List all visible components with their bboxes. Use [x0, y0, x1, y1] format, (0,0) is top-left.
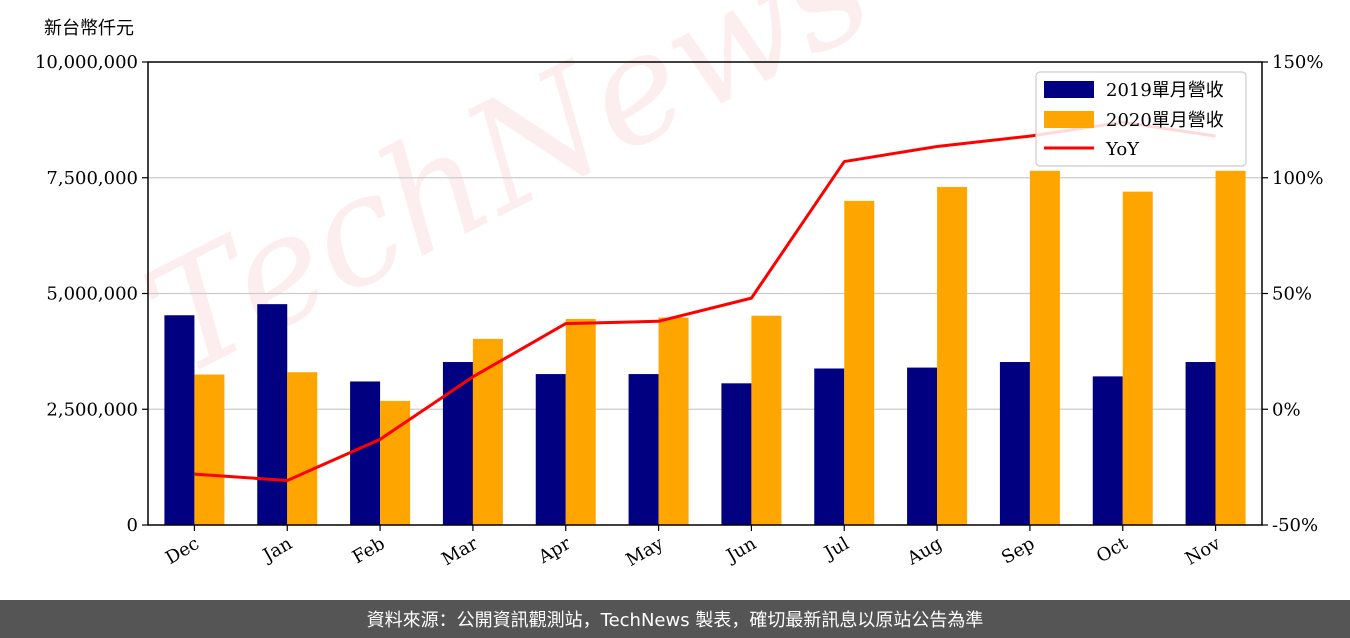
- bar-2020-oct: [1122, 191, 1153, 525]
- bar-2019-dec: [164, 315, 195, 525]
- bar-2019-aug: [907, 367, 938, 525]
- bar-2019-jun: [721, 383, 752, 525]
- bar-2020-nov: [1215, 170, 1246, 525]
- x-tick-label: Oct: [1093, 533, 1132, 568]
- right-y-ticks: -50% 0% 50% 100% 150%: [1262, 52, 1323, 536]
- y-unit-label: 新台幣仟元: [44, 18, 134, 39]
- y-tick-label: 10,000,000: [35, 52, 138, 73]
- x-tick-label: Aug: [903, 533, 946, 570]
- y-tick-label: 5,000,000: [46, 284, 138, 305]
- legend-label-2020: 2020單月營收: [1106, 110, 1224, 131]
- bar-2019-nov: [1185, 362, 1216, 525]
- source-footer: 資料來源：公開資訊觀測站，TechNews 製表，確切最新訊息以原站公告為準: [0, 600, 1350, 638]
- yoy-line: [194, 120, 1216, 483]
- y2-tick-label: 50%: [1272, 284, 1312, 305]
- bar-2019-feb: [350, 381, 381, 525]
- legend-swatch-2020: [1044, 111, 1094, 128]
- bar-2019-oct: [1092, 376, 1123, 525]
- source-text: 資料來源：公開資訊觀測站，TechNews 製表，確切最新訊息以原站公告為準: [366, 610, 984, 631]
- bar-2019-mar: [442, 362, 473, 525]
- legend-label-yoy: YoY: [1105, 139, 1140, 160]
- bar-2019-apr: [535, 374, 566, 525]
- x-tick-label: Mar: [438, 533, 482, 570]
- y-tick-label: 0: [127, 515, 138, 536]
- bar-2020-may: [658, 317, 689, 525]
- bar-2020-aug: [937, 187, 968, 525]
- bar-2020-apr: [565, 318, 596, 525]
- bar-2020-feb: [380, 400, 411, 525]
- bar-line-chart: 0 2,500,000 5,000,000 7,500,000 10,000,000 -…: [35, 52, 1324, 571]
- y2-tick-label: -50%: [1272, 515, 1318, 536]
- x-tick-label: Jul: [819, 533, 853, 565]
- bar-2020-sep: [1029, 170, 1060, 525]
- y-tick-label: 2,500,000: [46, 399, 138, 420]
- bar-2020-jul: [844, 200, 875, 525]
- x-tick-label: Jun: [721, 533, 760, 568]
- y2-tick-label: 0%: [1272, 399, 1301, 420]
- x-tick-label: Jan: [258, 533, 296, 567]
- x-tick-label: Nov: [1182, 533, 1225, 570]
- bar-2020-dec: [194, 374, 225, 525]
- x-tick-label: Feb: [349, 533, 389, 568]
- left-y-ticks: 0 2,500,000 5,000,000 7,500,000 10,000,000: [35, 52, 148, 536]
- y2-tick-label: 100%: [1272, 168, 1323, 189]
- y2-tick-label: 150%: [1272, 52, 1323, 73]
- bar-2019-jul: [814, 368, 845, 525]
- x-tick-label: Apr: [534, 533, 574, 568]
- grid-lines: [148, 177, 1262, 410]
- legend-swatch-2019: [1044, 81, 1094, 98]
- x-ticks: Dec Jan Feb Mar Apr May Jun Jul Aug Sep Oct Nov: [162, 525, 1225, 571]
- bar-2019-sep: [999, 362, 1030, 525]
- bar-2020-jun: [751, 315, 782, 525]
- x-tick-label: Dec: [162, 533, 203, 569]
- legend: 2019單月營收 2020單月營收 YoY: [1035, 71, 1247, 167]
- x-tick-label: May: [623, 533, 668, 571]
- bar-2020-jan: [287, 372, 318, 525]
- yoy-line-group: [194, 120, 1216, 483]
- bars: [164, 170, 1246, 525]
- x-tick-label: Sep: [998, 533, 1038, 568]
- legend-label-2019: 2019單月營收: [1106, 80, 1224, 101]
- y-tick-label: 7,500,000: [46, 168, 138, 189]
- bar-2019-may: [628, 374, 659, 525]
- bar-2019-jan: [257, 304, 288, 525]
